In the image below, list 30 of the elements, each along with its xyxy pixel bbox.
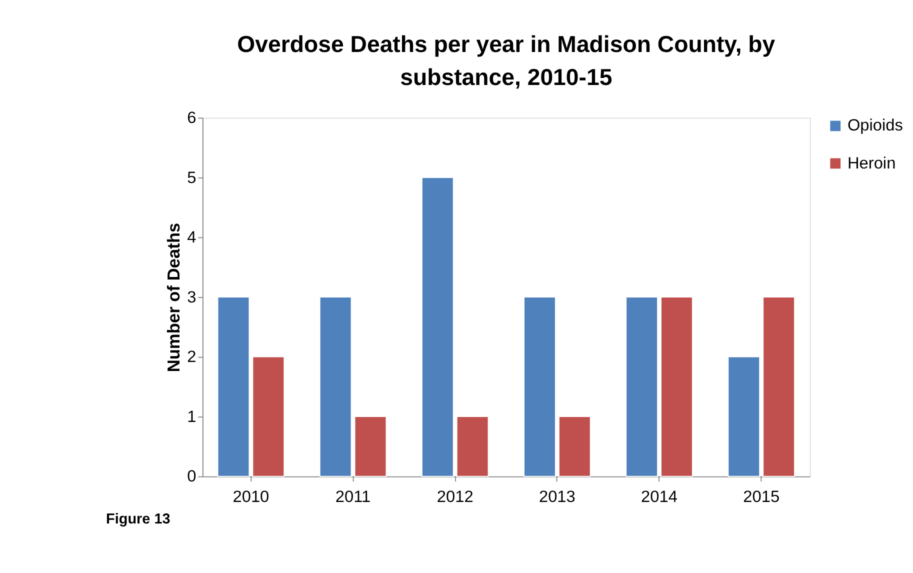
y-tick-label: 6 [187,108,196,127]
y-tick-label: 5 [187,168,196,187]
bar [217,296,250,477]
bar [421,176,454,477]
bar [524,296,556,477]
legend-label: Heroin [847,154,896,172]
legend-label: Opioids [847,116,903,135]
bar [252,356,285,477]
y-tick-label: 4 [187,228,196,247]
bar [728,356,760,477]
x-tick-label: 2015 [743,488,780,506]
caption: Figure 13 [106,512,170,528]
bar [456,416,489,477]
y-axis-title: Number of Deaths [163,222,184,372]
bar [660,296,693,477]
y-tick-label: 2 [187,348,196,366]
x-tick-label: 2013 [538,488,576,506]
x-tick-label: 2014 [641,488,678,506]
bar [319,296,352,477]
y-tick-label: 1 [187,408,196,426]
bar [762,296,796,477]
bar [558,416,591,477]
bar [354,416,387,477]
y-tick-label: 0 [187,468,196,486]
chart-title: Overdose Deaths per year in Madison County, by substance, 2010-15 [237,31,776,90]
x-tick-label: 2011 [335,488,371,506]
x-tick-label: 2010 [232,488,270,506]
x-tick-label: 2012 [436,488,474,506]
y-tick-label: 3 [187,288,196,306]
bar [626,296,658,477]
